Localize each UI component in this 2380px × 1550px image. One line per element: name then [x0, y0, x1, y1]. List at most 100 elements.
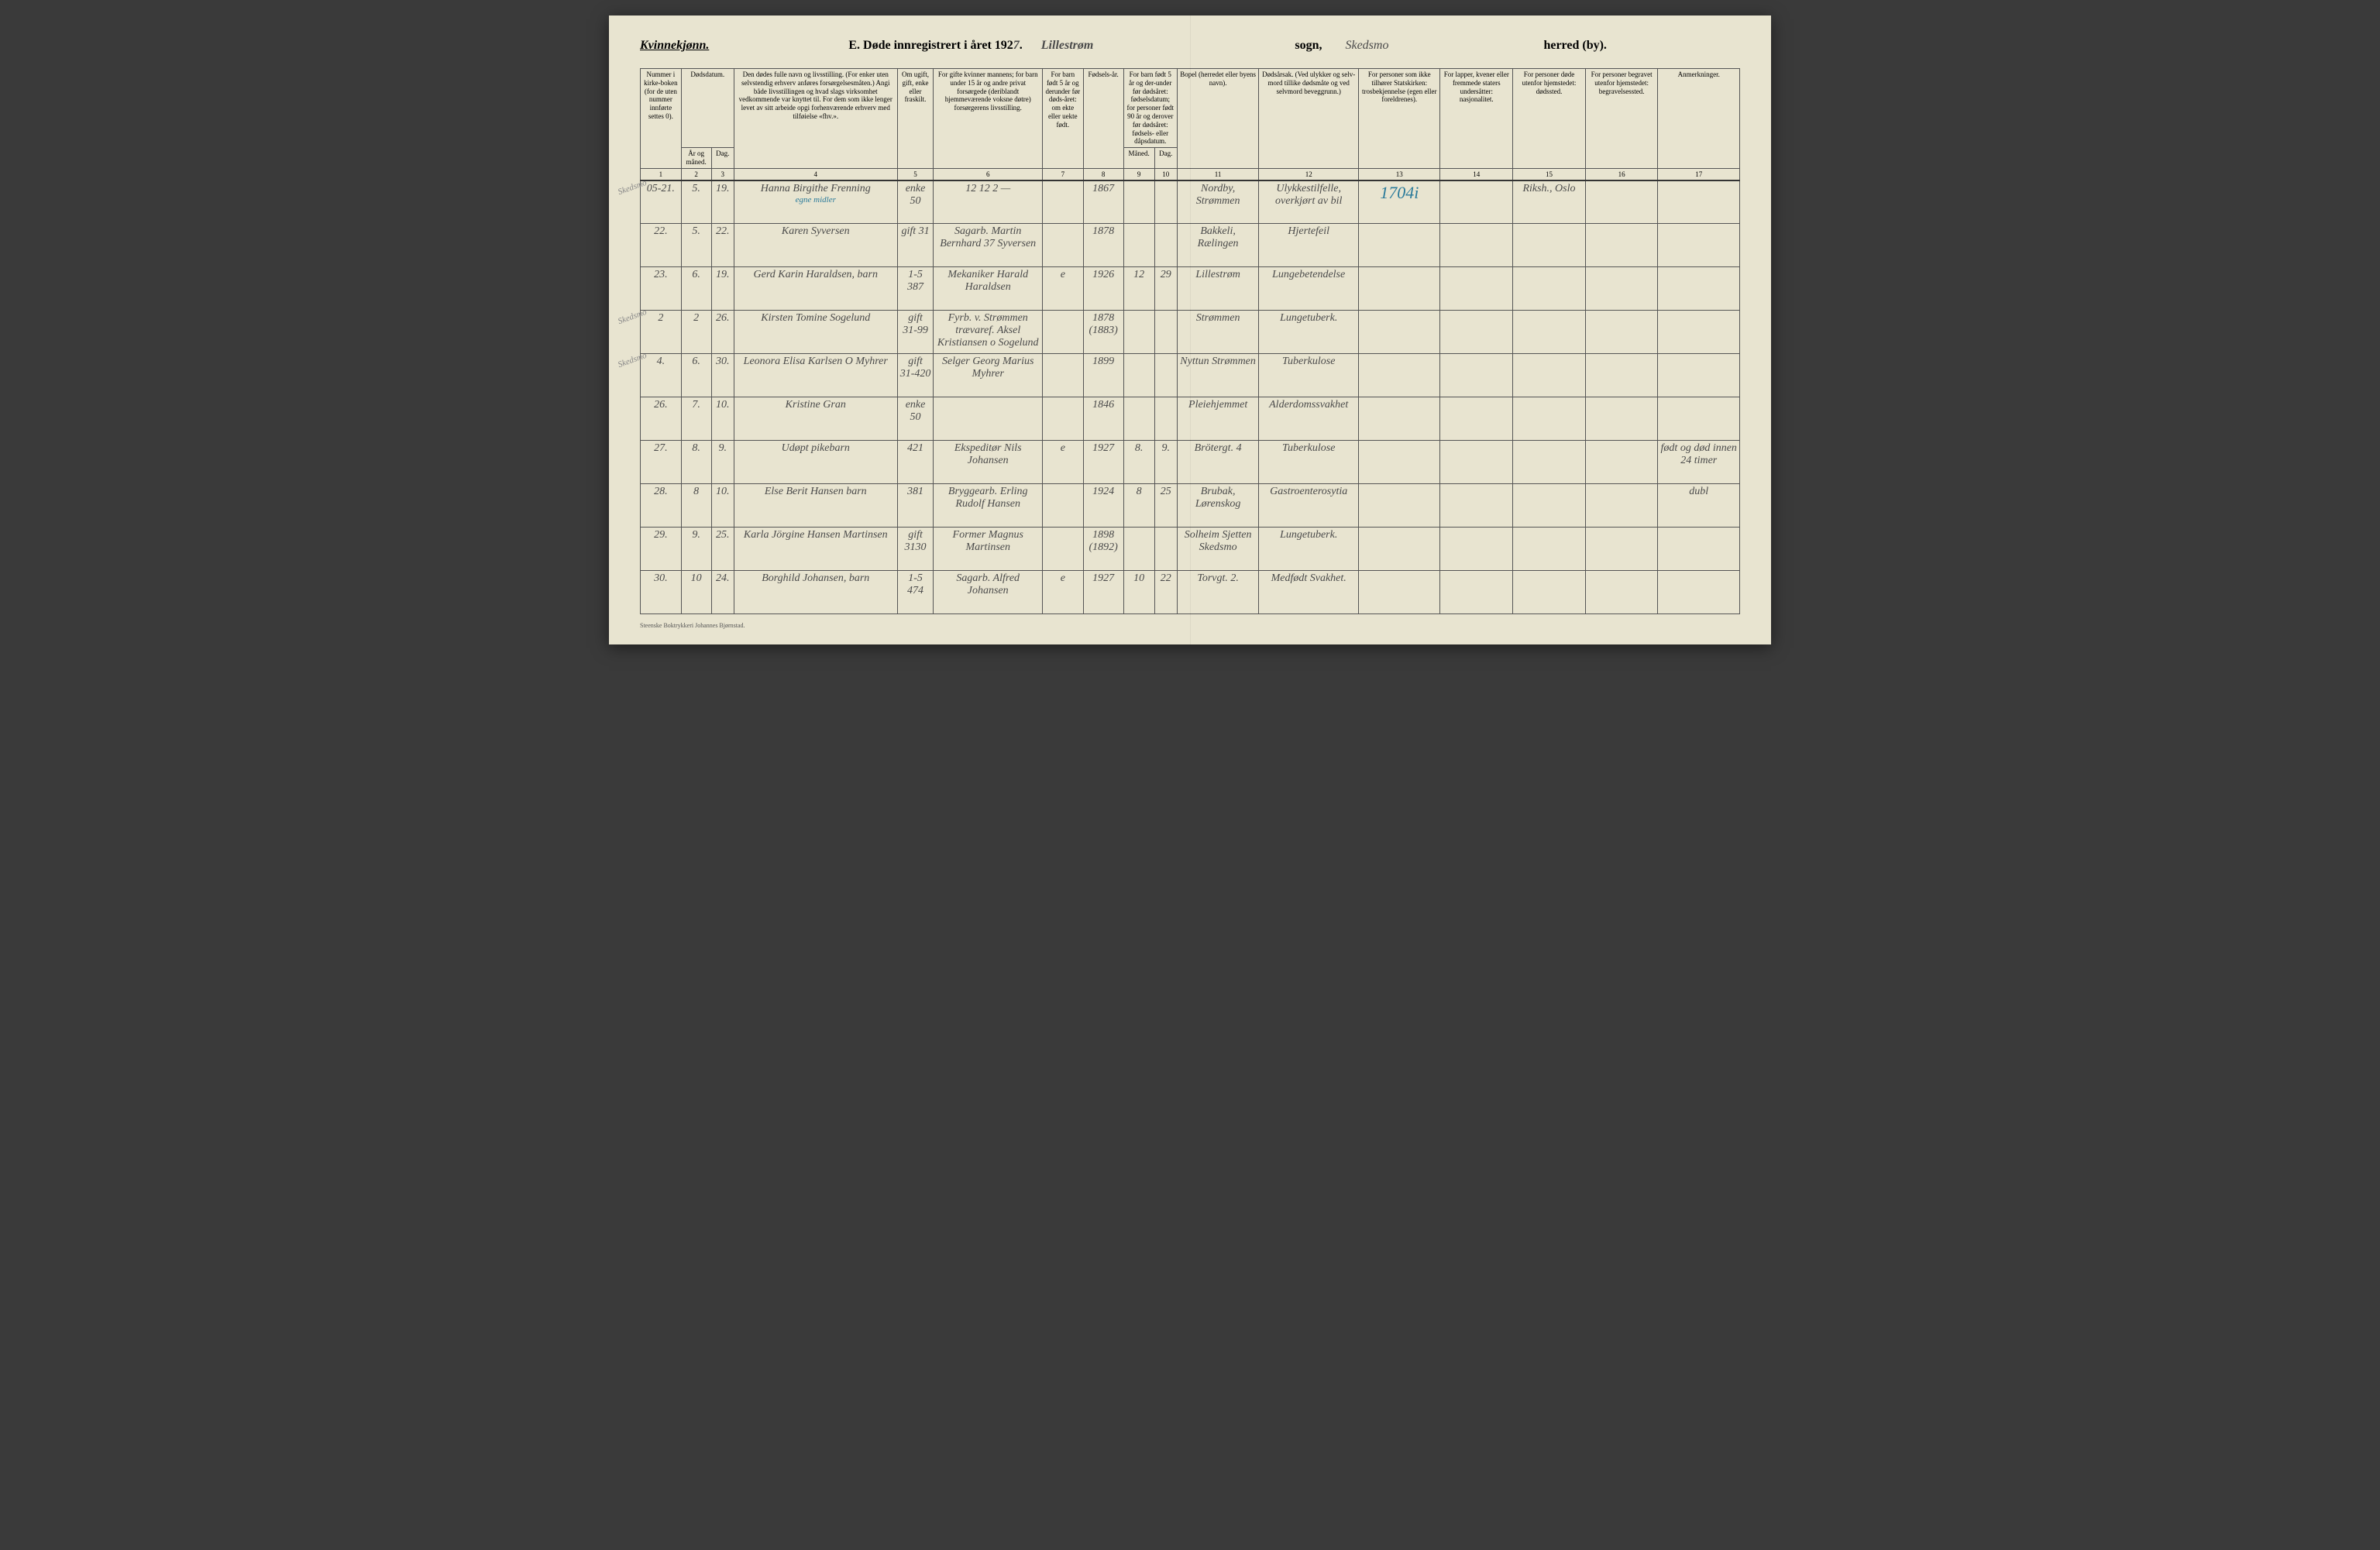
- table-cell: Alderdomssvakhet: [1259, 397, 1359, 441]
- table-cell: [1585, 311, 1658, 354]
- table-cell: 8.: [681, 441, 711, 484]
- table-cell: Lungebetendelse: [1259, 267, 1359, 311]
- table-cell: [1440, 180, 1513, 224]
- table-cell: [1658, 571, 1740, 614]
- table-cell: [1585, 224, 1658, 267]
- col-ekte: For barn født 5 år og derunder før døds-…: [1042, 69, 1083, 169]
- col-dodsdatum: Dødsdatum.: [681, 69, 734, 148]
- table-cell: Karla Jörgine Hansen Martinsen: [734, 528, 897, 571]
- table-cell: [1585, 528, 1658, 571]
- table-cell: Brubak, Lørenskog: [1177, 484, 1258, 528]
- table-cell: Mekaniker Harald Haraldsen: [934, 267, 1043, 311]
- table-cell: 10.: [711, 397, 734, 441]
- col-status: Om ugift, gift, enke eller fraskilt.: [897, 69, 934, 169]
- table-cell: [1513, 224, 1586, 267]
- table-cell: e: [1042, 571, 1083, 614]
- table-cell: 1-5 474: [897, 571, 934, 614]
- table-cell: 8: [681, 484, 711, 528]
- table-cell: [1585, 180, 1658, 224]
- table-cell: Lillestrøm: [1177, 267, 1258, 311]
- table-row: Skedsmo4.6.30.Leonora Elisa Karlsen O My…: [641, 354, 1740, 397]
- table-cell: Karen Syversen: [734, 224, 897, 267]
- table-cell: [1513, 528, 1586, 571]
- table-cell: 381: [897, 484, 934, 528]
- table-cell: Ulykkestilfelle, overkjørt av bil: [1259, 180, 1359, 224]
- table-cell: [1154, 180, 1177, 224]
- table-cell: 1-5 387: [897, 267, 934, 311]
- table-cell: 421: [897, 441, 934, 484]
- table-cell: Gerd Karin Haraldsen, barn: [734, 267, 897, 311]
- table-cell: 25.: [711, 528, 734, 571]
- herred-label: herred (by).: [1543, 39, 1606, 53]
- gender-label: Kvinnekjønn.: [640, 39, 709, 53]
- table-cell: [1513, 311, 1586, 354]
- table-cell: [1359, 224, 1440, 267]
- table-cell: [1513, 441, 1586, 484]
- col-aar-maaned: År og måned.: [681, 148, 711, 169]
- table-cell: 10.: [711, 484, 734, 528]
- table-cell: 1878: [1083, 224, 1123, 267]
- table-cell: [1513, 354, 1586, 397]
- table-cell: Tuberkulose: [1259, 354, 1359, 397]
- table-header: Nummer i kirke-boken (for de uten nummer…: [641, 69, 1740, 180]
- table-cell: 7.: [681, 397, 711, 441]
- table-body: Skedsmo05-21.5.19.Hanna Birgithe Frennin…: [641, 180, 1740, 614]
- col-begravelsessted: For personer begravet utenfor hjemstedet…: [1585, 69, 1658, 169]
- table-cell: [1658, 397, 1740, 441]
- table-cell: [1123, 224, 1154, 267]
- table-cell: [1585, 354, 1658, 397]
- table-cell: 1704i: [1359, 180, 1440, 224]
- table-cell: Strømmen: [1177, 311, 1258, 354]
- col-dodssted: For personer døde utenfor hjemstedet: dø…: [1513, 69, 1586, 169]
- table-row: 22.5.22.Karen Syversengift 31Sagarb. Mar…: [641, 224, 1740, 267]
- table-cell: 28.: [641, 484, 682, 528]
- table-cell: [1513, 267, 1586, 311]
- table-cell: [1585, 267, 1658, 311]
- table-cell: [1513, 484, 1586, 528]
- table-cell: gift 3130: [897, 528, 934, 571]
- table-row: 30.1024.Borghild Johansen, barn1-5 474Sa…: [641, 571, 1740, 614]
- table-row: 28.810.Else Berit Hansen barn381Bryggear…: [641, 484, 1740, 528]
- table-cell: [1440, 484, 1513, 528]
- table-cell: e: [1042, 267, 1083, 311]
- table-cell: 22: [1154, 571, 1177, 614]
- table-cell: 27.: [641, 441, 682, 484]
- table-cell: 30.: [711, 354, 734, 397]
- table-cell: [1440, 397, 1513, 441]
- table-cell: [1154, 397, 1177, 441]
- table-cell: 29.: [641, 528, 682, 571]
- col-fdag: Dag.: [1154, 148, 1177, 169]
- column-number-row: 1 2 3 4 5 6 7 8 9 10 11 12 13 14 15 16 1…: [641, 168, 1740, 180]
- table-cell: Ekspeditør Nils Johansen: [934, 441, 1043, 484]
- table-row: 29.9.25.Karla Jörgine Hansen Martinsengi…: [641, 528, 1740, 571]
- table-cell: 9.: [711, 441, 734, 484]
- table-row: 26.7.10.Kristine Granenke 501846Pleiehje…: [641, 397, 1740, 441]
- table-cell: født og død innen 24 timer: [1658, 441, 1740, 484]
- table-cell: [1359, 484, 1440, 528]
- col-fodselsdatum: For barn født 5 år og der-under før døds…: [1123, 69, 1177, 148]
- table-row: 27.8.9.Udøpt pikebarn421Ekspeditør Nils …: [641, 441, 1740, 484]
- table-cell: Skedsmo2: [641, 311, 682, 354]
- table-cell: 12 12 2 —: [934, 180, 1043, 224]
- table-cell: 5.: [681, 180, 711, 224]
- table-cell: Tuberkulose: [1259, 441, 1359, 484]
- table-cell: 19.: [711, 180, 734, 224]
- col-nasjonalitet: For lapper, kvener eller fremmede stater…: [1440, 69, 1513, 169]
- table-cell: 6.: [681, 267, 711, 311]
- col-fodselsaar: Fødsels-år.: [1083, 69, 1123, 169]
- table-cell: 2: [681, 311, 711, 354]
- table-cell: [1123, 311, 1154, 354]
- table-cell: Bryggearb. Erling Rudolf Hansen: [934, 484, 1043, 528]
- table-cell: [1658, 180, 1740, 224]
- table-cell: [1440, 224, 1513, 267]
- table-cell: [1123, 354, 1154, 397]
- table-cell: Kristine Gran: [734, 397, 897, 441]
- table-cell: [1042, 224, 1083, 267]
- sogn-handwritten: Lillestrøm: [1041, 39, 1094, 52]
- table-cell: [1042, 354, 1083, 397]
- table-cell: Else Berit Hansen barn: [734, 484, 897, 528]
- document-page: Kvinnekjønn. E. Døde innregistrert i åre…: [609, 15, 1771, 644]
- table-cell: Nyttun Strømmen: [1177, 354, 1258, 397]
- table-cell: 1899: [1083, 354, 1123, 397]
- col-anmerkninger: Anmerkninger.: [1658, 69, 1740, 169]
